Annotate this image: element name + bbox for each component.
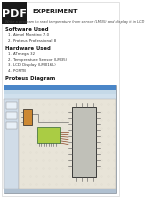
Text: 1. ATmega 32: 1. ATmega 32 bbox=[8, 52, 35, 56]
Text: 2. Temperature Sensor (LM35): 2. Temperature Sensor (LM35) bbox=[8, 57, 67, 62]
FancyBboxPatch shape bbox=[4, 85, 116, 193]
FancyBboxPatch shape bbox=[72, 107, 96, 177]
FancyBboxPatch shape bbox=[4, 85, 116, 90]
Text: 1. Atmel Montino 7.0: 1. Atmel Montino 7.0 bbox=[8, 33, 49, 37]
Text: Software Used: Software Used bbox=[5, 27, 48, 32]
Text: Write a program to read temperature from sensor (LM35) and display it in LCD: Write a program to read temperature from… bbox=[5, 20, 144, 24]
FancyBboxPatch shape bbox=[4, 90, 116, 94]
FancyBboxPatch shape bbox=[37, 127, 60, 143]
Text: PDF: PDF bbox=[2, 9, 27, 19]
FancyBboxPatch shape bbox=[2, 2, 27, 24]
FancyBboxPatch shape bbox=[6, 122, 17, 129]
FancyBboxPatch shape bbox=[23, 109, 32, 125]
Text: 4. PORTB: 4. PORTB bbox=[8, 69, 26, 72]
FancyBboxPatch shape bbox=[4, 94, 116, 99]
FancyBboxPatch shape bbox=[6, 102, 17, 109]
FancyBboxPatch shape bbox=[6, 112, 17, 119]
Text: 2. Proteus Professional 8: 2. Proteus Professional 8 bbox=[8, 38, 56, 43]
FancyBboxPatch shape bbox=[4, 189, 116, 193]
Text: EXPERIMENT: EXPERIMENT bbox=[32, 9, 78, 13]
Text: Hardware Used: Hardware Used bbox=[5, 46, 51, 51]
Text: Proteus Diagram: Proteus Diagram bbox=[5, 76, 55, 81]
FancyBboxPatch shape bbox=[4, 99, 19, 189]
FancyBboxPatch shape bbox=[19, 99, 116, 189]
FancyBboxPatch shape bbox=[2, 2, 119, 196]
Text: 3. LCD Display (LM016L): 3. LCD Display (LM016L) bbox=[8, 63, 56, 67]
